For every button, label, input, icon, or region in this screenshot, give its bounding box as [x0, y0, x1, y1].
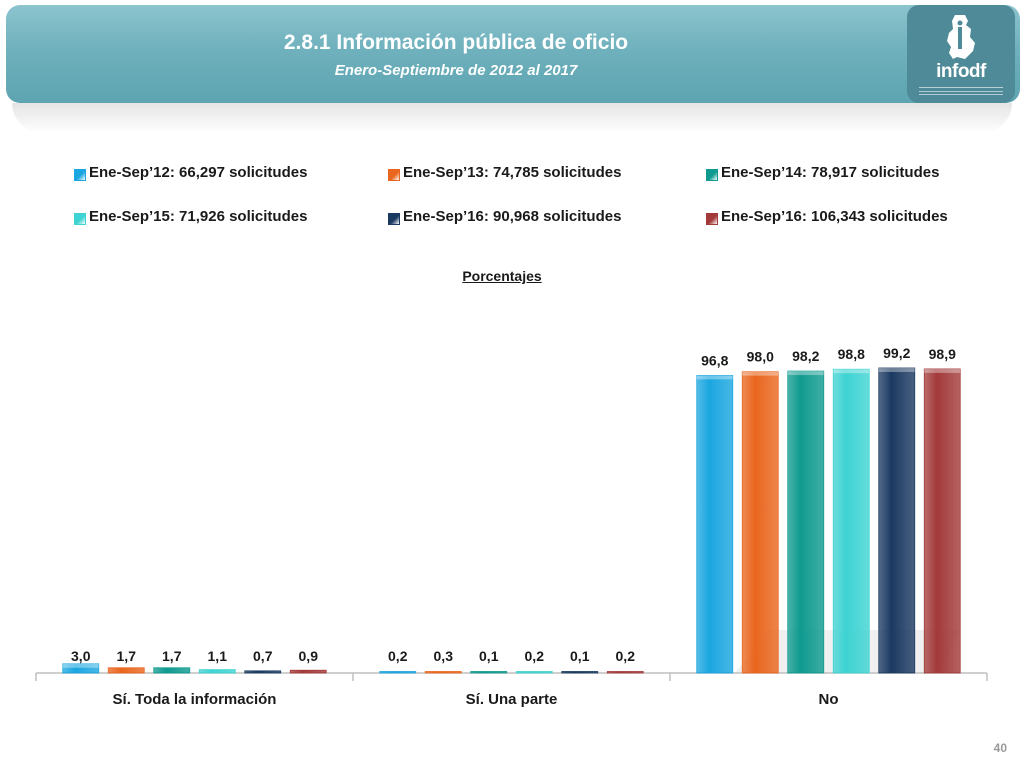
banner-shadow — [12, 103, 1012, 133]
legend-label: Ene-Sep’12: 66,297 solicitudes — [89, 164, 308, 181]
data-label: 98,0 — [747, 349, 774, 365]
legend-swatch — [388, 213, 400, 225]
bar — [787, 370, 825, 674]
legend-swatch — [388, 169, 400, 181]
bar — [153, 667, 191, 674]
legend-label: Ene-Sep’13: 74,785 solicitudes — [403, 164, 622, 181]
legend-swatch — [74, 169, 86, 181]
city-shape-icon — [947, 15, 975, 59]
data-label: 0,7 — [253, 648, 273, 664]
data-label: 99,2 — [883, 345, 910, 361]
bar-highlight — [787, 371, 824, 376]
data-label: 98,2 — [792, 348, 819, 364]
data-label: 1,7 — [162, 648, 182, 664]
data-label: 98,8 — [838, 346, 865, 362]
bar-highlight — [62, 663, 99, 668]
data-label: 0,3 — [434, 648, 454, 664]
bar-highlight — [742, 371, 779, 376]
bar — [878, 367, 916, 674]
logo-fine-print — [919, 87, 1003, 98]
logo-text: infodf — [936, 61, 986, 82]
slide-subtitle: Enero-Septiembre de 2012 al 2017 — [334, 62, 578, 79]
data-label: 0,1 — [479, 648, 499, 664]
bar-highlight — [878, 368, 915, 372]
bar — [379, 671, 417, 674]
title-banner — [6, 5, 1020, 103]
bar-highlight — [833, 369, 870, 374]
bar-highlight — [696, 375, 733, 380]
bar — [832, 368, 870, 674]
data-label: 1,7 — [117, 648, 137, 664]
legend-swatch — [706, 213, 718, 225]
bar — [470, 671, 508, 674]
data-label: 0,1 — [570, 648, 590, 664]
bar — [606, 671, 644, 674]
bar-highlight — [924, 368, 961, 373]
bar — [424, 671, 462, 674]
legend-label: Ene-Sep’14: 78,917 solicitudes — [721, 164, 940, 181]
data-label: 0,2 — [525, 648, 545, 664]
bar — [515, 671, 553, 674]
bar — [289, 669, 327, 674]
data-label: 0,2 — [388, 648, 408, 664]
data-label: 0,9 — [299, 648, 319, 664]
bar — [561, 671, 599, 674]
data-label: 1,1 — [208, 648, 228, 664]
data-label: 3,0 — [71, 648, 91, 664]
bar — [244, 670, 282, 674]
x-tick-label: Sí. Toda la información — [113, 691, 277, 708]
data-label: 96,8 — [701, 352, 728, 368]
bar — [696, 374, 734, 674]
legend-label: Ene-Sep’15: 71,926 solicitudes — [89, 208, 308, 225]
slide-title: 2.8.1 Información pública de oficio — [283, 31, 629, 54]
legend-label: Ene-Sep’16: 106,343 solicitudes — [721, 208, 948, 225]
legend-swatch — [74, 213, 86, 225]
bar — [923, 368, 961, 674]
bar — [198, 669, 236, 674]
data-label: 98,9 — [929, 346, 956, 362]
bar — [741, 371, 779, 674]
data-label: 0,2 — [616, 648, 636, 664]
infodf-logo: infodf — [907, 5, 1015, 103]
bar — [62, 663, 100, 674]
x-tick-label: Sí. Una parte — [466, 691, 558, 708]
x-tick-label: No — [819, 691, 839, 708]
chart-subtitle: Porcentajes — [462, 268, 542, 284]
legend-swatch — [706, 169, 718, 181]
page-number: 40 — [993, 741, 1007, 755]
legend-label: Ene-Sep’16: 90,968 solicitudes — [403, 208, 622, 225]
bar — [107, 667, 145, 674]
